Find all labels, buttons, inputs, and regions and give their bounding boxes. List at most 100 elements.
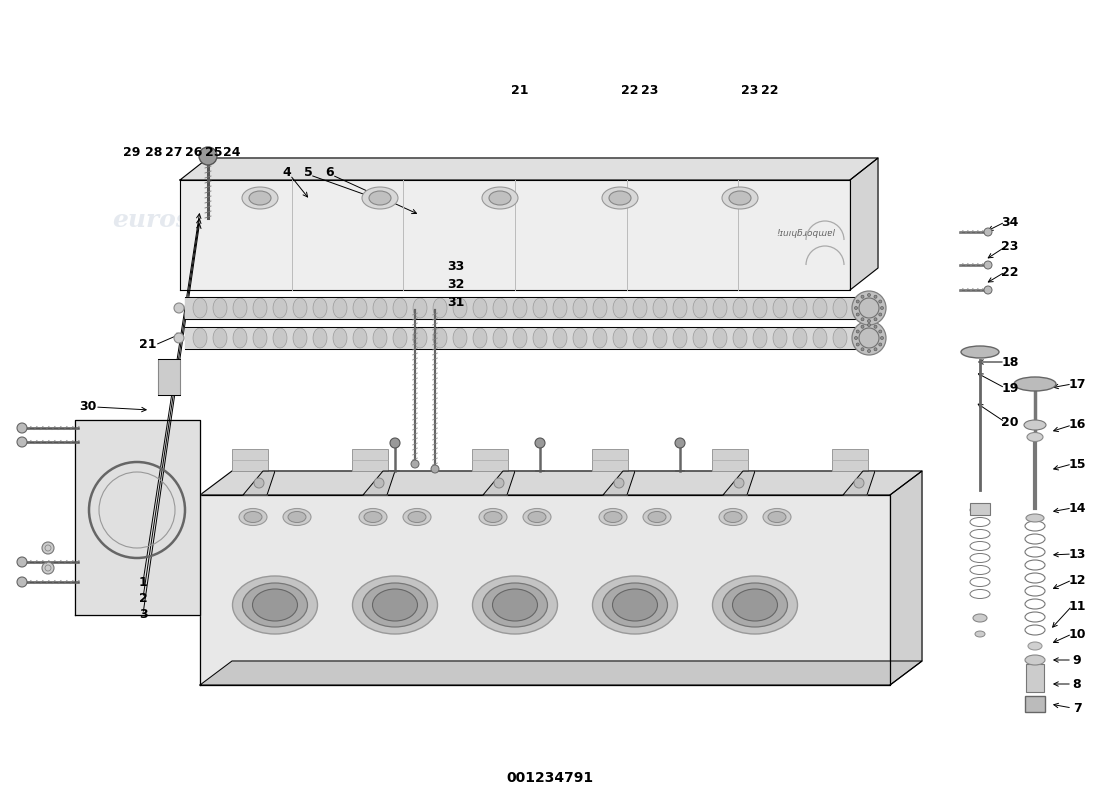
Ellipse shape bbox=[412, 298, 427, 318]
Ellipse shape bbox=[974, 614, 987, 622]
Ellipse shape bbox=[293, 298, 307, 318]
Ellipse shape bbox=[975, 631, 984, 637]
Ellipse shape bbox=[433, 328, 447, 348]
Text: 28: 28 bbox=[145, 146, 163, 158]
Circle shape bbox=[535, 438, 544, 448]
Polygon shape bbox=[200, 495, 890, 685]
Ellipse shape bbox=[453, 328, 468, 348]
Ellipse shape bbox=[273, 328, 287, 348]
Ellipse shape bbox=[1025, 655, 1045, 665]
Circle shape bbox=[614, 478, 624, 488]
Polygon shape bbox=[243, 471, 275, 495]
Circle shape bbox=[868, 294, 870, 297]
Text: 15: 15 bbox=[1068, 458, 1086, 470]
Ellipse shape bbox=[364, 511, 382, 522]
Polygon shape bbox=[180, 158, 878, 180]
Circle shape bbox=[868, 323, 870, 326]
Ellipse shape bbox=[242, 583, 308, 627]
Text: 5: 5 bbox=[304, 166, 312, 178]
Text: 11: 11 bbox=[1068, 599, 1086, 613]
Ellipse shape bbox=[833, 328, 847, 348]
Ellipse shape bbox=[242, 187, 278, 209]
Ellipse shape bbox=[793, 298, 807, 318]
Ellipse shape bbox=[644, 509, 671, 526]
Ellipse shape bbox=[600, 509, 627, 526]
Ellipse shape bbox=[373, 589, 418, 621]
Ellipse shape bbox=[253, 589, 297, 621]
Circle shape bbox=[16, 557, 28, 567]
Ellipse shape bbox=[693, 328, 707, 348]
Text: 20: 20 bbox=[1001, 415, 1019, 429]
Circle shape bbox=[431, 465, 439, 473]
Ellipse shape bbox=[604, 511, 622, 522]
Text: 3: 3 bbox=[139, 607, 147, 621]
Ellipse shape bbox=[713, 328, 727, 348]
Ellipse shape bbox=[773, 328, 786, 348]
Ellipse shape bbox=[353, 298, 367, 318]
Ellipse shape bbox=[490, 191, 512, 205]
Circle shape bbox=[374, 478, 384, 488]
Bar bbox=[158, 359, 180, 395]
Ellipse shape bbox=[722, 187, 758, 209]
Ellipse shape bbox=[693, 298, 707, 318]
Ellipse shape bbox=[473, 328, 487, 348]
Polygon shape bbox=[850, 158, 878, 290]
Text: 32: 32 bbox=[448, 278, 464, 290]
Text: 23: 23 bbox=[741, 83, 759, 97]
Polygon shape bbox=[723, 471, 755, 495]
Circle shape bbox=[879, 300, 882, 303]
Ellipse shape bbox=[768, 511, 786, 522]
Circle shape bbox=[861, 326, 864, 328]
Ellipse shape bbox=[653, 298, 667, 318]
Text: 34: 34 bbox=[1001, 215, 1019, 229]
Ellipse shape bbox=[478, 509, 507, 526]
Ellipse shape bbox=[368, 191, 390, 205]
Text: 9: 9 bbox=[1072, 654, 1081, 666]
Text: 17: 17 bbox=[1068, 378, 1086, 390]
Polygon shape bbox=[363, 471, 395, 495]
Ellipse shape bbox=[729, 191, 751, 205]
Bar bbox=[472, 449, 508, 471]
Ellipse shape bbox=[833, 298, 847, 318]
Text: 22: 22 bbox=[761, 83, 779, 97]
Ellipse shape bbox=[493, 298, 507, 318]
Ellipse shape bbox=[613, 328, 627, 348]
Ellipse shape bbox=[373, 298, 387, 318]
Ellipse shape bbox=[273, 298, 287, 318]
Ellipse shape bbox=[513, 298, 527, 318]
Ellipse shape bbox=[733, 328, 747, 348]
Bar bbox=[592, 449, 628, 471]
Text: 7: 7 bbox=[1072, 702, 1081, 714]
Ellipse shape bbox=[293, 328, 307, 348]
Bar bbox=[1026, 664, 1044, 692]
Bar bbox=[232, 449, 268, 471]
Ellipse shape bbox=[232, 576, 318, 634]
Ellipse shape bbox=[473, 576, 558, 634]
Circle shape bbox=[856, 313, 859, 316]
Ellipse shape bbox=[613, 589, 658, 621]
Text: 24: 24 bbox=[223, 146, 241, 158]
Circle shape bbox=[861, 348, 864, 350]
Text: 26: 26 bbox=[185, 146, 202, 158]
Ellipse shape bbox=[484, 511, 502, 522]
Ellipse shape bbox=[359, 509, 387, 526]
Polygon shape bbox=[200, 471, 922, 495]
Ellipse shape bbox=[603, 583, 668, 627]
Ellipse shape bbox=[333, 298, 346, 318]
Ellipse shape bbox=[288, 511, 306, 522]
Text: eurospares: eurospares bbox=[422, 548, 578, 572]
Circle shape bbox=[411, 460, 419, 468]
Ellipse shape bbox=[1024, 420, 1046, 430]
Ellipse shape bbox=[233, 328, 248, 348]
Text: 18: 18 bbox=[1001, 355, 1019, 369]
Ellipse shape bbox=[233, 298, 248, 318]
Ellipse shape bbox=[314, 328, 327, 348]
Circle shape bbox=[856, 300, 859, 303]
Text: 21: 21 bbox=[512, 83, 529, 97]
Ellipse shape bbox=[314, 298, 327, 318]
Circle shape bbox=[868, 350, 870, 353]
Polygon shape bbox=[185, 297, 855, 319]
Text: 31: 31 bbox=[448, 295, 464, 309]
Polygon shape bbox=[185, 327, 855, 349]
Ellipse shape bbox=[1028, 642, 1042, 650]
